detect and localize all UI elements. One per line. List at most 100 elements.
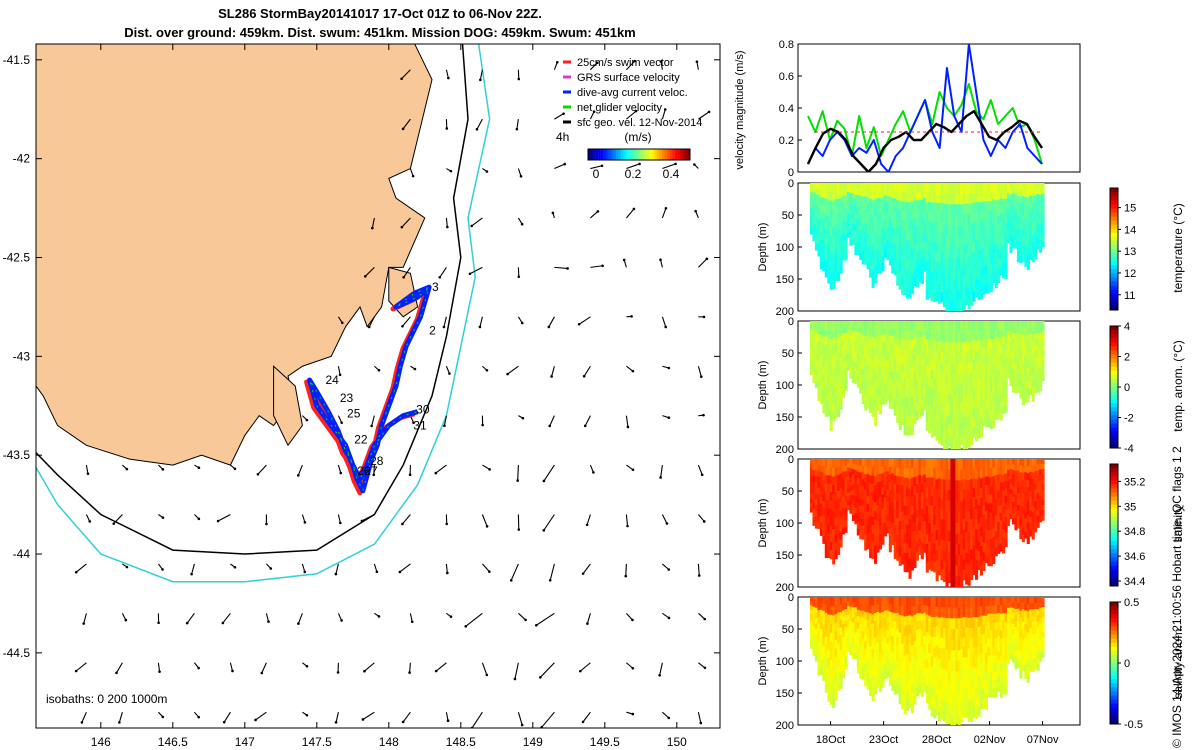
section-cell (913, 549, 917, 559)
section-cell (883, 637, 887, 646)
section-cell (864, 189, 868, 198)
section-cell (1024, 664, 1028, 673)
section-cell (920, 328, 924, 338)
section-cell (846, 646, 851, 653)
section-cell (822, 397, 826, 406)
section-cell (886, 347, 890, 355)
section-cell (1007, 464, 1011, 471)
section-cell (861, 362, 865, 370)
section-cell (837, 658, 841, 668)
section-cell (827, 532, 831, 542)
section-cell (896, 467, 900, 477)
legend-item: net glider velocity (577, 102, 662, 114)
section-cell (832, 271, 836, 281)
section-cell (992, 511, 996, 521)
section-cell (1026, 367, 1030, 376)
section-cell (898, 520, 902, 531)
section-cell (908, 416, 912, 427)
section-cell (810, 494, 814, 500)
section-cell (1024, 361, 1028, 369)
section-cell (987, 613, 991, 623)
section-cell (859, 597, 863, 605)
section-cell (1036, 603, 1040, 610)
section-cell (1036, 639, 1040, 647)
section-cell (965, 284, 969, 296)
section-cell (952, 480, 956, 492)
section-cell (901, 493, 905, 504)
section-cell (898, 357, 902, 367)
section-cell (938, 402, 942, 414)
section-cell (837, 538, 841, 547)
section-cell (1021, 228, 1025, 237)
section-cell (896, 677, 900, 686)
colorbar-cell (1110, 549, 1118, 554)
section-cell (975, 192, 979, 203)
section-cell (1011, 496, 1016, 503)
section-cell (812, 470, 816, 477)
section-cell (844, 247, 848, 255)
section-cell (943, 489, 947, 501)
section-cell (810, 476, 814, 482)
section-cell (940, 549, 944, 561)
section-cell (859, 465, 863, 473)
section-cell (962, 499, 966, 510)
section-cell (935, 232, 939, 243)
section-cell (1024, 348, 1028, 356)
section-cell (938, 223, 942, 234)
section-cell (984, 201, 988, 212)
section-cell (962, 417, 966, 429)
section-cell (842, 227, 846, 235)
section-cell (861, 196, 865, 204)
track-label: 2 (429, 324, 436, 338)
section-cell (854, 357, 858, 364)
section-cell (945, 289, 949, 301)
section-cell (935, 271, 939, 282)
section-cell (888, 513, 892, 522)
map-xtick-label: 147.5 (302, 735, 332, 749)
section-cell (893, 661, 897, 671)
section-cell (918, 249, 922, 258)
section-cell (832, 459, 836, 469)
section-cell (972, 183, 976, 194)
section-cell (967, 352, 971, 364)
section-cell (824, 237, 828, 247)
section-cell (888, 237, 892, 246)
section-cell (903, 377, 907, 388)
section-cell (874, 613, 878, 622)
section-cell (832, 412, 836, 422)
section-cell (896, 551, 900, 561)
section-cell (1011, 475, 1016, 482)
section-cell (869, 237, 873, 247)
section-cell (920, 344, 924, 353)
section-cell (992, 537, 996, 547)
section-cell (891, 321, 895, 329)
section-cell (824, 253, 828, 262)
section-cell (925, 202, 929, 213)
section-cell (866, 247, 870, 255)
section-cell (844, 459, 848, 466)
section-cell (970, 213, 974, 225)
section-cell (898, 485, 902, 496)
section-cell (827, 392, 831, 401)
section-cell (1021, 658, 1025, 666)
section-cell (859, 338, 863, 346)
section-cell (992, 207, 996, 217)
section-cell (874, 476, 878, 486)
colorbar-cell (674, 149, 678, 160)
section-cell (928, 348, 932, 359)
section-cell (992, 329, 996, 340)
section-cell (851, 499, 855, 506)
section-cell (910, 238, 915, 249)
section-cell (901, 537, 905, 548)
section-cell (910, 560, 915, 571)
section-cell (962, 627, 966, 638)
section-cell (829, 533, 833, 543)
section-cell (977, 231, 981, 242)
section-cell (1009, 183, 1013, 190)
section-cell (891, 537, 895, 546)
section-cell (1019, 644, 1023, 652)
section-cell (883, 529, 887, 537)
section-cell (930, 542, 934, 553)
section-cell (893, 550, 897, 559)
section-cell (940, 212, 944, 224)
